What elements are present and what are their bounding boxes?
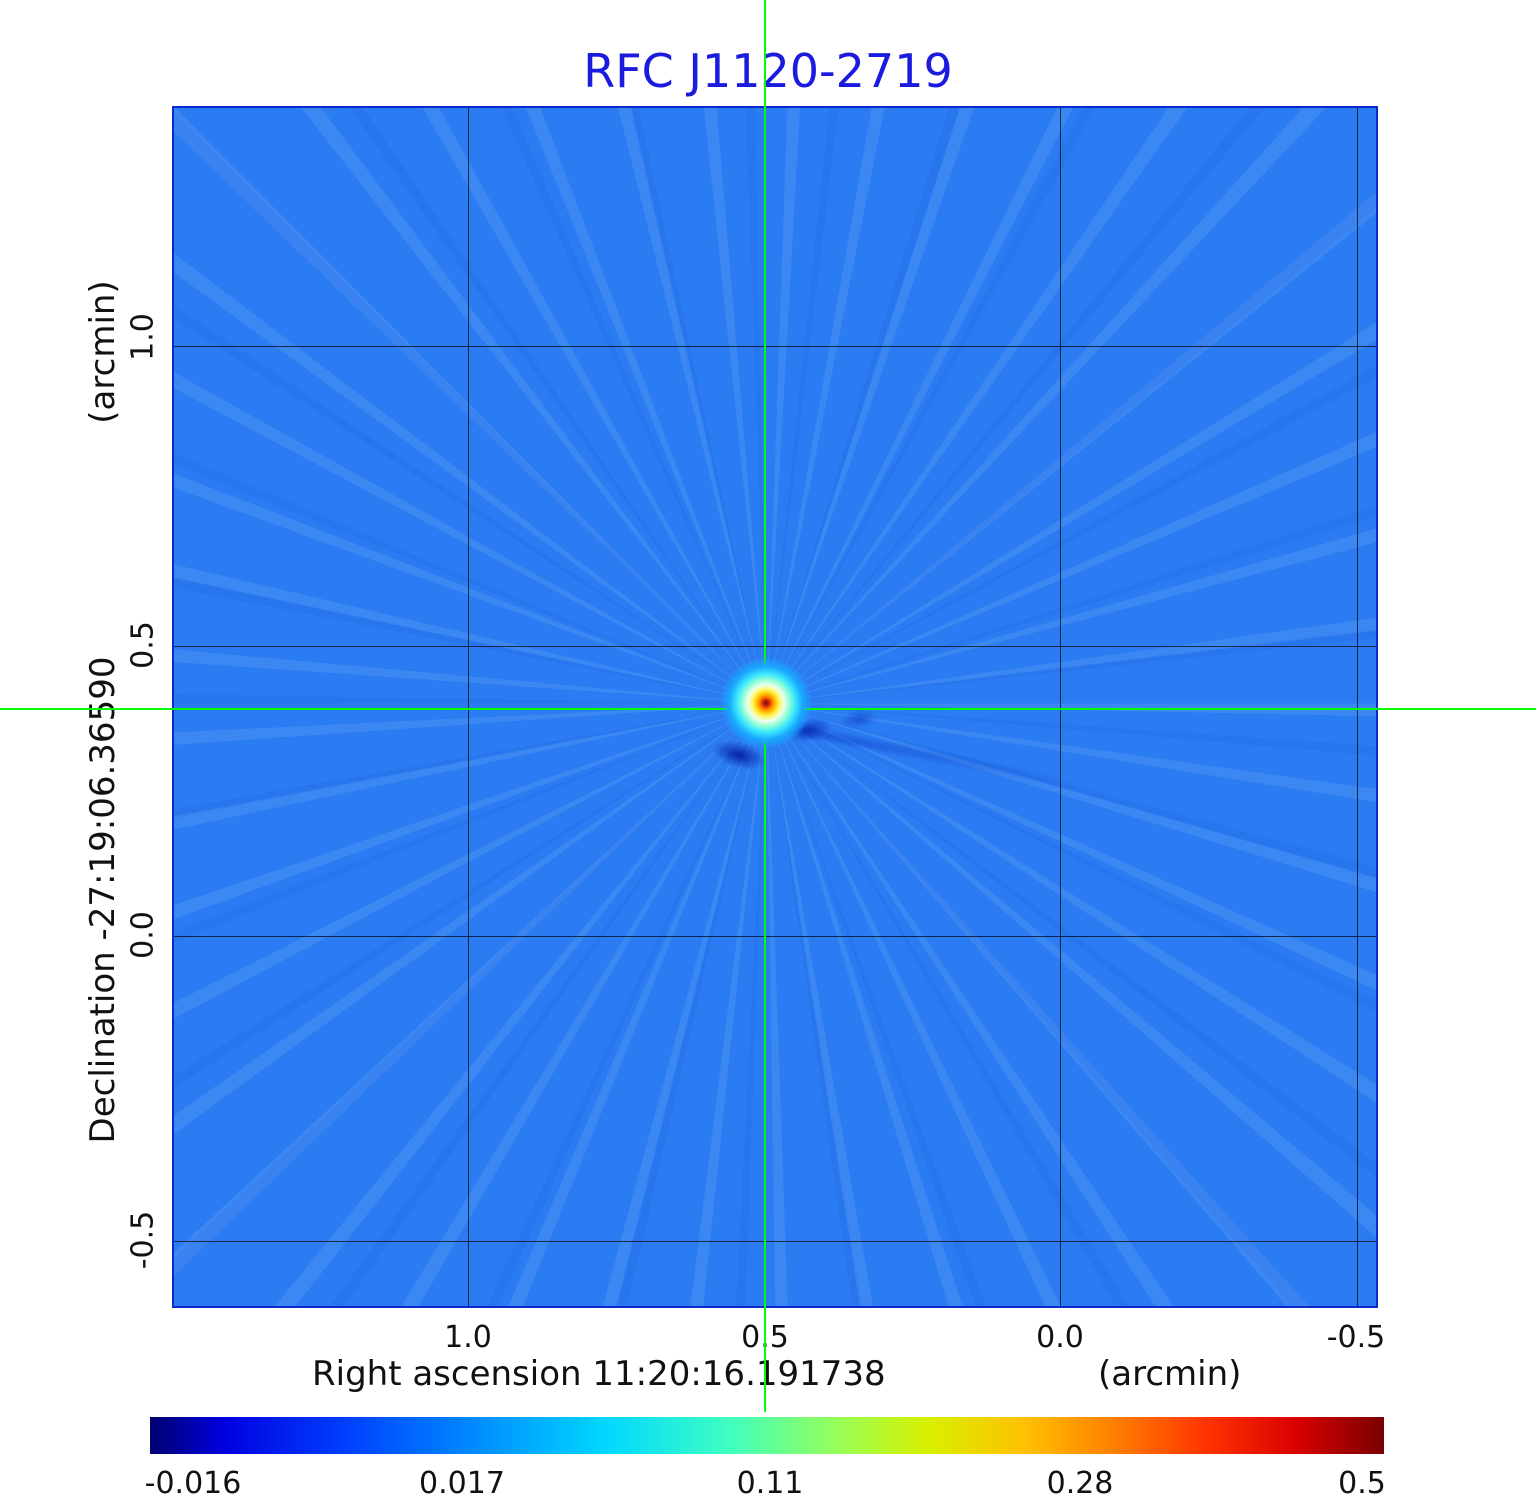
colorbar-tick-label: -0.016 — [144, 1466, 242, 1501]
colorbar-tick-label: 0.11 — [736, 1466, 804, 1501]
x-axis-unit-label: (arcmin) — [1098, 1354, 1242, 1394]
grid-line-y-0.5 — [174, 646, 1376, 647]
y-tick-label: 0.0 — [125, 911, 161, 959]
page-title: RFC J1120-2719 — [583, 44, 953, 98]
y-axis-title: Declination -27:19:06.36590 — [83, 656, 123, 1144]
y-tick-label: 1.0 — [125, 313, 161, 361]
grid-line-y--0.5 — [174, 1241, 1376, 1242]
grid-line-y-1.0 — [174, 346, 1376, 347]
x-tick-label: 0.0 — [1036, 1320, 1084, 1355]
x-tick-label: -0.5 — [1326, 1320, 1386, 1355]
colorbar-tick-label: 0.017 — [419, 1466, 505, 1501]
source-peak — [718, 655, 814, 751]
heatmap-plot-area — [172, 106, 1378, 1308]
colorbar-tick-label: 0.28 — [1046, 1466, 1114, 1501]
y-tick-label: -0.5 — [125, 1210, 161, 1270]
grid-line-x--0.5 — [1357, 108, 1358, 1306]
grid-line-x-0.0 — [1060, 108, 1061, 1306]
x-tick-label: 1.0 — [444, 1320, 492, 1355]
y-axis-unit-label: (arcmin) — [83, 280, 123, 424]
colorbar-gradient — [150, 1417, 1384, 1454]
colorbar-tick-label: 0.5 — [1338, 1466, 1386, 1501]
grid-line-x-1.0 — [468, 108, 469, 1306]
x-axis-title: Right ascension 11:20:16.191738 — [312, 1354, 886, 1394]
grid-line-y-0.0 — [174, 936, 1376, 937]
y-tick-label: 0.5 — [125, 621, 161, 669]
